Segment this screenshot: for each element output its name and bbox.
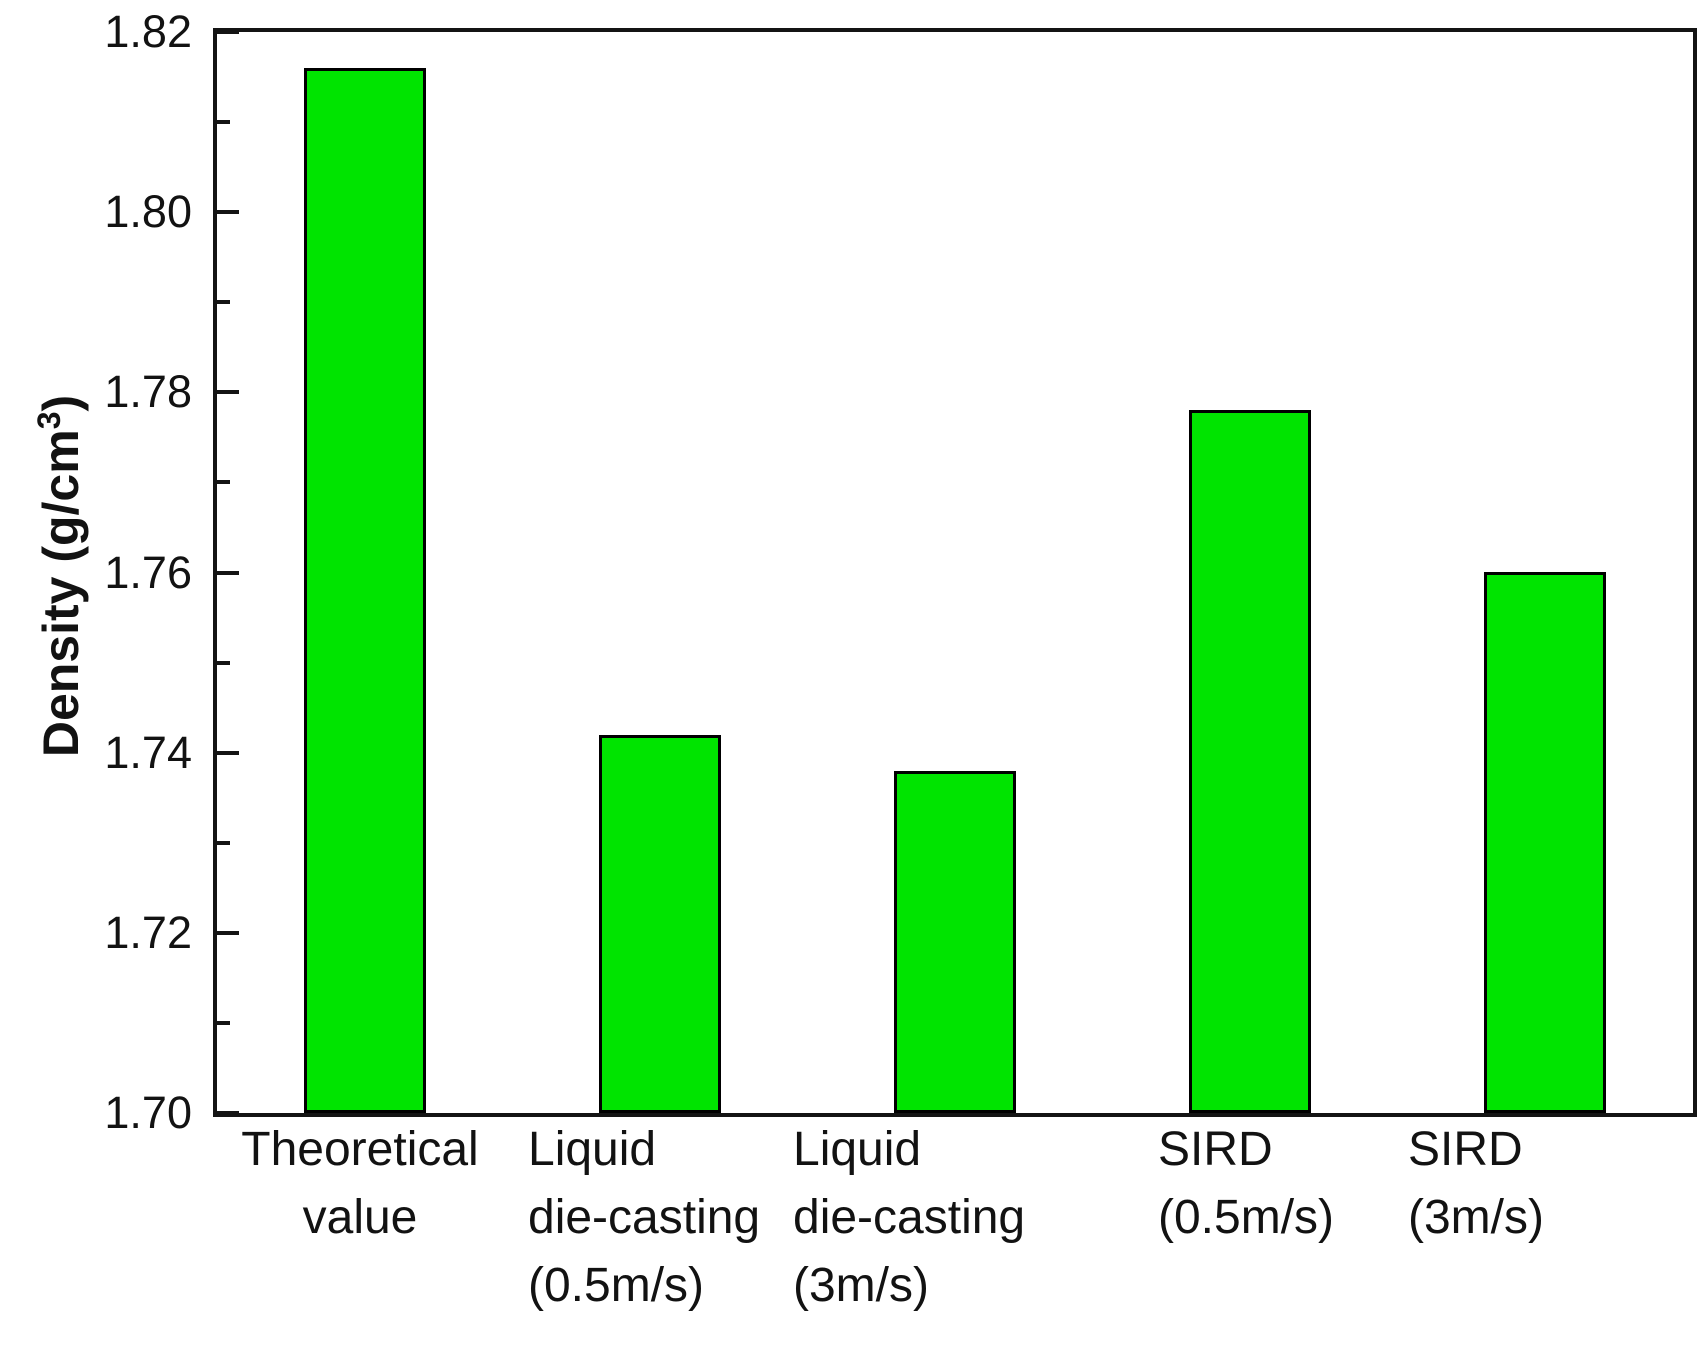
bar [1189,410,1311,1113]
category-label: SIRD (3m/s) [1408,1123,1544,1244]
category-label: SIRD (0.5m/s) [1158,1123,1335,1244]
category-label: Liquid die-casting (0.5m/s) [528,1123,761,1312]
y-tick-label: 1.80 [104,186,192,237]
category-label: Liquid die-casting (3m/s) [793,1123,1026,1312]
y-major-tick [217,210,239,214]
y-tick-label: 1.78 [104,366,192,417]
bar [1484,572,1606,1113]
bar [304,68,426,1113]
y-major-tick [217,1111,239,1115]
y-tick-label: 1.76 [104,547,192,598]
y-minor-tick [217,661,230,665]
bar [599,735,721,1113]
y-major-tick [217,30,239,34]
y-tick-label: 1.82 [104,6,192,57]
y-tick-label: 1.74 [104,727,192,778]
y-minor-tick [217,480,230,484]
y-minor-tick [217,841,230,845]
y-minor-tick [217,120,230,124]
y-major-tick [217,751,239,755]
category-label: Theoretical value [241,1123,479,1244]
y-major-tick [217,931,239,935]
plot-area [213,28,1697,1117]
y-minor-tick [217,300,230,304]
y-minor-tick [217,1021,230,1025]
bar [894,771,1016,1113]
y-major-tick [217,390,239,394]
y-major-tick [217,571,239,575]
y-tick-label: 1.70 [104,1087,192,1138]
y-tick-label: 1.72 [104,907,192,958]
